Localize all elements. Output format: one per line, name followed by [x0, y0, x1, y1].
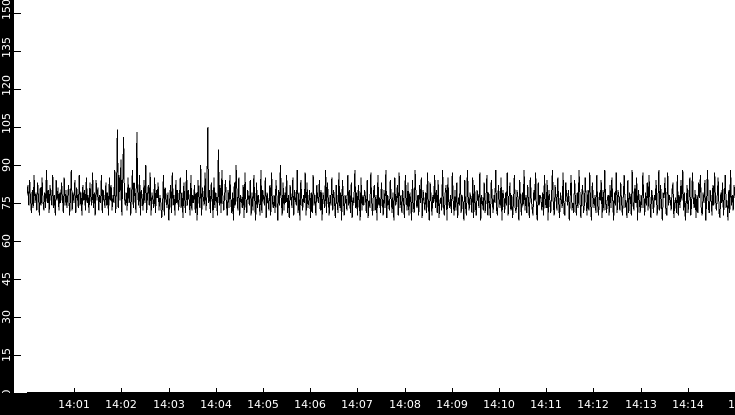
- x-tick-label: 14:13: [625, 398, 657, 411]
- x-tick-mark: [593, 388, 594, 393]
- y-tick-mark: [14, 241, 21, 242]
- y-tick-mark: [14, 165, 21, 166]
- y-tick-mark: [14, 279, 21, 280]
- y-tick-label: 150: [0, 0, 14, 20]
- plot-area: [27, 0, 735, 393]
- y-axis: [0, 0, 14, 393]
- y-tick-mark: [14, 203, 21, 204]
- y-tick-label-text: 60: [0, 234, 13, 248]
- x-axis: [0, 393, 735, 415]
- y-tick-mark: [14, 13, 21, 14]
- y-tick-mark: [14, 127, 21, 128]
- x-tick-mark: [121, 388, 122, 393]
- x-tick-mark: [263, 388, 264, 393]
- x-tick-label: 14:09: [436, 398, 468, 411]
- x-tick-label: 14:10: [483, 398, 515, 411]
- x-tick-label: 14:12: [577, 398, 609, 411]
- x-tick-label: 14:01: [58, 398, 90, 411]
- x-tick-label: 14:14: [672, 398, 704, 411]
- y-tick-label-text: 45: [0, 272, 13, 286]
- y-tick-label: 90: [0, 158, 14, 172]
- x-tick-label: 14: [728, 398, 735, 411]
- x-tick-mark: [546, 388, 547, 393]
- y-tick-label-text: 105: [0, 113, 13, 134]
- y-tick-label: 120: [0, 75, 14, 96]
- y-tick-label: 30: [0, 310, 14, 324]
- x-tick-mark: [74, 388, 75, 393]
- y-tick-label-text: 75: [0, 196, 13, 210]
- y-tick-label-text: 135: [0, 37, 13, 58]
- y-tick-mark: [14, 355, 21, 356]
- x-tick-mark: [405, 388, 406, 393]
- x-tick-label: 14:05: [247, 398, 279, 411]
- x-tick-mark: [641, 388, 642, 393]
- series-canvas: [27, 126, 735, 221]
- x-tick-label: 14:02: [105, 398, 137, 411]
- x-tick-label: 14:03: [153, 398, 185, 411]
- y-tick-label: 105: [0, 113, 14, 134]
- x-tick-mark: [452, 388, 453, 393]
- x-tick-label: 14:04: [200, 398, 232, 411]
- y-tick-label: 60: [0, 234, 14, 248]
- x-tick-mark: [216, 388, 217, 393]
- y-tick-label: 75: [0, 196, 14, 210]
- data-line: [27, 126, 735, 221]
- y-tick-label: 45: [0, 272, 14, 286]
- x-tick-mark: [499, 388, 500, 393]
- y-axis-baseline: [26, 0, 27, 393]
- y-tick-mark: [14, 89, 21, 90]
- x-axis-baseline: [27, 392, 735, 393]
- x-tick-label: 14:06: [294, 398, 326, 411]
- y-tick-label-text: 15: [0, 348, 13, 362]
- x-tick-label: 14:11: [530, 398, 562, 411]
- y-tick-mark: [14, 317, 21, 318]
- x-tick-mark: [169, 388, 170, 393]
- x-tick-mark: [688, 388, 689, 393]
- y-tick-label-text: 150: [0, 0, 13, 20]
- x-tick-label: 14:08: [389, 398, 421, 411]
- y-tick-label: 135: [0, 37, 14, 58]
- y-tick-label-text: 30: [0, 310, 13, 324]
- y-tick-label-text: 90: [0, 158, 13, 172]
- x-tick-label: 14:07: [341, 398, 373, 411]
- x-tick-mark: [310, 388, 311, 393]
- x-tick-mark: [357, 388, 358, 393]
- y-tick-label-text: 120: [0, 75, 13, 96]
- y-tick-label: 15: [0, 348, 14, 362]
- y-tick-mark: [14, 51, 21, 52]
